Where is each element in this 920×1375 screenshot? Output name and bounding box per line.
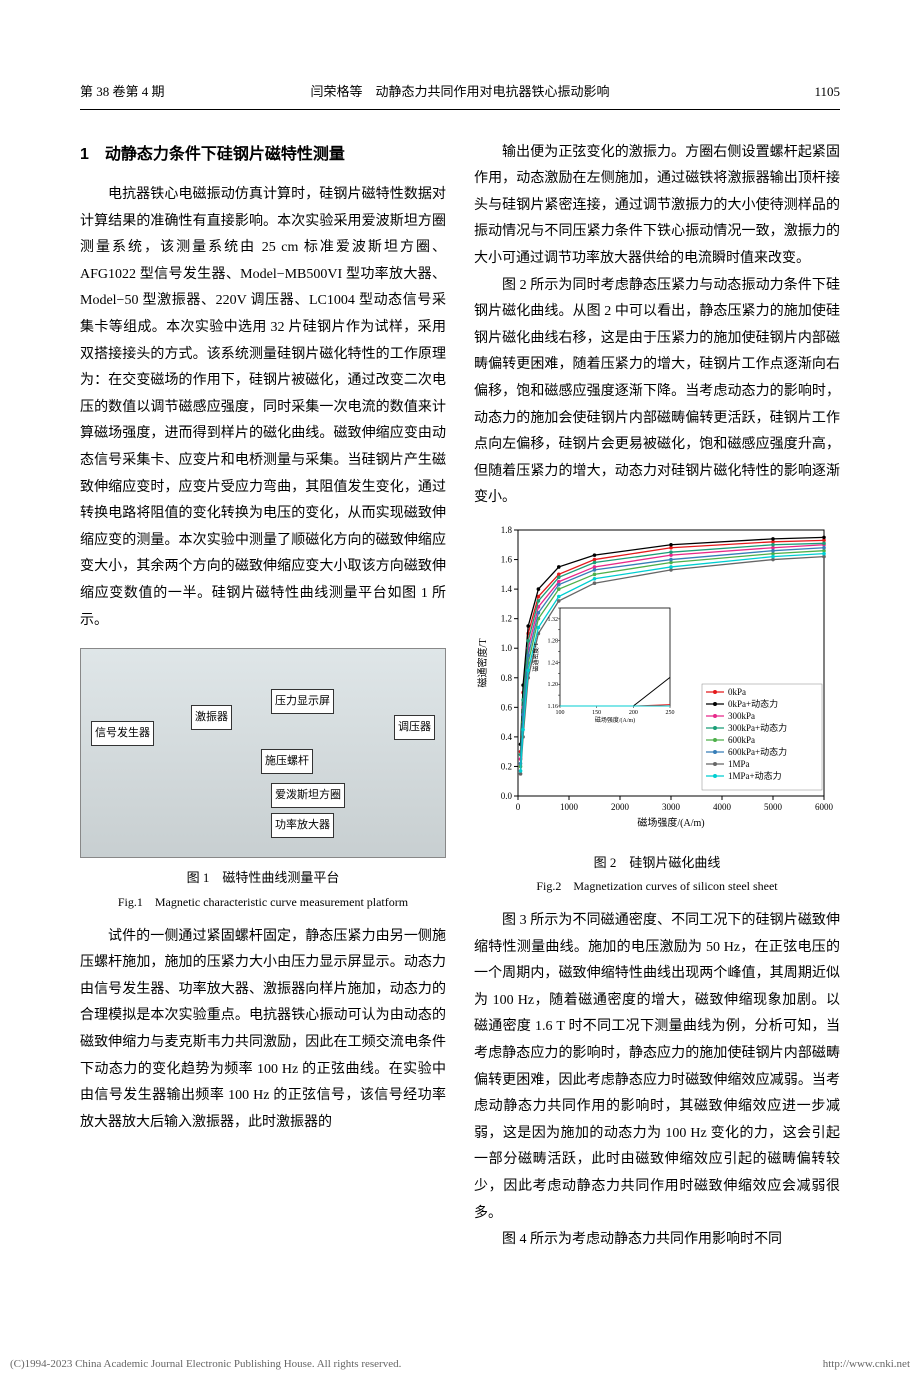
figure-1-photo: 信号发生器 激振器 压力显示屏 调压器 施压螺杆 爱泼斯坦方圈 功率放大器 <box>80 648 446 858</box>
svg-text:200: 200 <box>629 710 638 716</box>
figure-2-caption-en: Fig.2 Magnetization curves of silicon st… <box>474 875 840 898</box>
header-title: 闫荣格等 动静态力共同作用对电抗器铁心振动影响 <box>270 80 650 105</box>
svg-text:1.8: 1.8 <box>501 525 513 535</box>
section-1-p4: 图 2 所示为同时考虑静态压紧力与动态振动力条件下硅钢片磁化曲线。从图 2 中可… <box>474 273 840 512</box>
svg-text:磁场强度/(A/m): 磁场强度/(A/m) <box>637 816 704 829</box>
figure-2-caption-cn: 图 2 硅钢片磁化曲线 <box>474 851 840 876</box>
figure-1-caption-en: Fig.1 Magnetic characteristic curve meas… <box>80 891 446 914</box>
page-header: 第 38 卷第 4 期 闫荣格等 动静态力共同作用对电抗器铁心振动影响 1105 <box>80 80 840 110</box>
fig1-label-pressure-screen: 压力显示屏 <box>271 689 334 714</box>
svg-text:1.28: 1.28 <box>548 639 559 645</box>
svg-text:1.4: 1.4 <box>501 584 513 594</box>
svg-text:0.4: 0.4 <box>501 732 513 742</box>
section-1-p3: 输出便为正弦变化的激振力。方圈右侧设置螺杆起紧固作用，动态激励在左侧施加，通过磁… <box>474 140 840 273</box>
right-column: 输出便为正弦变化的激振力。方圈右侧设置螺杆起紧固作用，动态激励在左侧施加，通过磁… <box>474 140 840 1254</box>
svg-text:磁场强度/(A/m): 磁场强度/(A/m) <box>595 716 635 724</box>
svg-text:1000: 1000 <box>560 802 579 812</box>
svg-text:0kPa: 0kPa <box>728 687 746 697</box>
svg-text:磁通密度/T: 磁通密度/T <box>476 639 489 688</box>
section-1-title: 1 动静态力条件下硅钢片磁特性测量 <box>80 140 446 170</box>
svg-text:0kPa+动态力: 0kPa+动态力 <box>728 698 778 709</box>
svg-text:150: 150 <box>592 710 601 716</box>
footer-copyright: (C)1994-2023 China Academic Journal Elec… <box>10 1354 401 1375</box>
svg-text:3000: 3000 <box>662 802 681 812</box>
svg-text:300kPa+动态力: 300kPa+动态力 <box>728 722 787 733</box>
fig1-label-screw: 施压螺杆 <box>261 749 313 774</box>
svg-text:600kPa+动态力: 600kPa+动态力 <box>728 746 787 757</box>
svg-text:2000: 2000 <box>611 802 630 812</box>
two-column-body: 1 动静态力条件下硅钢片磁特性测量 电抗器铁心电磁振动仿真计算时，硅钢片磁特性数… <box>80 140 840 1254</box>
svg-text:4000: 4000 <box>713 802 732 812</box>
fig1-label-signal-gen: 信号发生器 <box>91 721 154 746</box>
svg-text:1.16: 1.16 <box>548 704 559 710</box>
svg-text:1.20: 1.20 <box>548 682 559 688</box>
svg-text:磁通密度/T: 磁通密度/T <box>532 642 540 672</box>
fig1-label-epstein: 爱泼斯坦方圈 <box>271 783 345 808</box>
fig1-label-vibrator: 激振器 <box>191 705 232 730</box>
section-1-p2: 试件的一侧通过紧固螺杆固定，静态压紧力由另一侧施压螺杆施加，施加的压紧力大小由压… <box>80 924 446 1137</box>
svg-text:1MPa: 1MPa <box>728 759 750 769</box>
svg-text:1.0: 1.0 <box>501 643 513 653</box>
svg-text:100: 100 <box>556 710 565 716</box>
svg-text:5000: 5000 <box>764 802 783 812</box>
footer-link: http://www.cnki.net <box>823 1354 910 1375</box>
svg-text:0.2: 0.2 <box>501 761 512 771</box>
svg-text:600kPa: 600kPa <box>728 735 755 745</box>
header-pagenum: 1105 <box>650 80 840 105</box>
svg-text:1MPa+动态力: 1MPa+动态力 <box>728 770 782 781</box>
svg-text:0.8: 0.8 <box>501 673 513 683</box>
section-1-p6: 图 4 所示为考虑动静态力共同作用影响时不同 <box>474 1227 840 1254</box>
svg-text:6000: 6000 <box>815 802 834 812</box>
left-column: 1 动静态力条件下硅钢片磁特性测量 电抗器铁心电磁振动仿真计算时，硅钢片磁特性数… <box>80 140 446 1254</box>
figure-1-caption-cn: 图 1 磁特性曲线测量平台 <box>80 866 446 891</box>
fig1-label-amplifier: 功率放大器 <box>271 813 334 838</box>
figure-2-chart: 0 1000 2000 3000 4000 5000 6000 0.0 0.2 0.4 0.6 0.8… <box>474 522 840 843</box>
section-1-p5: 图 3 所示为不同磁通密度、不同工况下的硅钢片磁致伸缩特性测量曲线。施加的电压激… <box>474 908 840 1227</box>
svg-text:1.32: 1.32 <box>548 617 559 623</box>
page-footer: (C)1994-2023 China Academic Journal Elec… <box>0 1354 920 1375</box>
svg-text:1.2: 1.2 <box>501 614 512 624</box>
svg-text:0.6: 0.6 <box>501 702 513 712</box>
section-1-p1: 电抗器铁心电磁振动仿真计算时，硅钢片磁特性数据对计算结果的准确性有直接影响。本次… <box>80 182 446 634</box>
svg-text:0: 0 <box>516 802 521 812</box>
svg-text:1.24: 1.24 <box>548 660 559 666</box>
svg-text:250: 250 <box>666 710 675 716</box>
fig1-label-regulator: 调压器 <box>394 715 435 740</box>
header-volume: 第 38 卷第 4 期 <box>80 80 270 105</box>
svg-text:1.6: 1.6 <box>501 555 513 565</box>
svg-text:300kPa: 300kPa <box>728 711 755 721</box>
svg-text:0.0: 0.0 <box>501 791 513 801</box>
